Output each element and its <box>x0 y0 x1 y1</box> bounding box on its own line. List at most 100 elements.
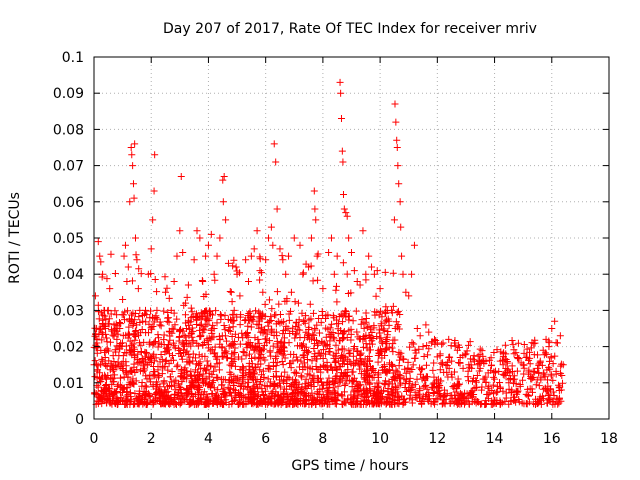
data-point <box>145 375 153 383</box>
data-point <box>374 358 382 366</box>
data-point <box>325 347 333 355</box>
data-point <box>259 288 267 296</box>
data-point <box>178 365 186 373</box>
data-point <box>515 396 523 404</box>
data-point <box>524 391 532 399</box>
data-point <box>483 391 491 399</box>
data-point <box>142 318 150 326</box>
data-point <box>338 400 346 408</box>
data-point <box>302 346 310 354</box>
data-point <box>296 326 304 334</box>
data-point <box>104 306 112 314</box>
data-point <box>496 379 504 387</box>
data-point <box>384 394 392 402</box>
data-point <box>150 187 158 195</box>
data-point <box>206 347 214 355</box>
data-point <box>156 321 164 329</box>
data-point <box>210 367 218 375</box>
data-point <box>101 325 109 332</box>
data-point <box>126 337 134 345</box>
data-point <box>244 322 252 330</box>
data-point <box>430 373 438 381</box>
data-point <box>314 276 322 284</box>
data-point <box>141 366 149 374</box>
data-point <box>182 333 190 341</box>
data-point <box>399 270 407 278</box>
data-point <box>171 321 179 329</box>
data-point <box>391 324 399 332</box>
data-point <box>559 379 567 387</box>
data-point <box>359 392 367 400</box>
data-point <box>163 284 171 292</box>
data-point <box>330 378 338 386</box>
data-point <box>121 241 129 249</box>
data-point <box>540 351 548 359</box>
data-point <box>309 277 317 285</box>
data-point <box>424 395 432 403</box>
data-point <box>162 356 170 364</box>
data-point <box>499 361 507 369</box>
data-point <box>276 245 284 253</box>
data-point <box>353 347 361 355</box>
data-point <box>441 400 449 408</box>
data-point <box>341 354 349 362</box>
data-point <box>502 372 510 380</box>
data-point <box>190 256 198 264</box>
data-point <box>167 306 175 314</box>
data-point <box>160 336 168 344</box>
data-point <box>314 395 322 403</box>
data-point <box>350 267 358 275</box>
y-tick-label: 0.08 <box>53 122 84 138</box>
data-point <box>267 317 275 325</box>
data-point <box>269 342 277 350</box>
data-point <box>164 341 172 349</box>
data-point <box>381 308 389 316</box>
data-point <box>325 248 333 256</box>
data-point <box>329 312 337 320</box>
data-point <box>229 385 237 393</box>
data-point <box>211 393 219 401</box>
data-point <box>158 370 166 378</box>
data-point <box>219 176 227 184</box>
data-point <box>239 348 247 356</box>
data-point <box>326 380 334 388</box>
data-point <box>270 140 278 148</box>
data-point <box>357 349 365 357</box>
data-point <box>150 350 158 358</box>
data-point <box>119 385 127 393</box>
data-point <box>333 298 341 306</box>
data-point <box>125 323 133 331</box>
data-point <box>301 319 309 327</box>
data-point <box>247 354 255 362</box>
data-point <box>513 387 521 395</box>
data-point <box>300 318 308 326</box>
data-point <box>237 311 245 319</box>
data-point <box>181 364 189 372</box>
data-point <box>115 362 123 370</box>
data-point <box>378 313 386 321</box>
data-point <box>250 369 258 377</box>
data-point <box>364 370 372 378</box>
data-point <box>388 306 396 314</box>
data-point <box>353 277 361 285</box>
data-point <box>406 374 414 382</box>
data-point <box>155 334 163 342</box>
data-point <box>308 365 316 373</box>
data-point <box>127 318 135 326</box>
data-point <box>135 313 143 321</box>
data-point <box>231 396 239 404</box>
data-point <box>176 328 184 336</box>
data-point <box>332 286 340 294</box>
data-point <box>311 205 319 213</box>
data-point <box>377 307 385 315</box>
data-point <box>343 212 351 220</box>
data-point <box>275 398 283 406</box>
data-point <box>385 391 393 399</box>
data-point <box>539 346 547 354</box>
data-point <box>142 348 150 356</box>
data-point <box>142 383 150 391</box>
y-tick-label: 0.09 <box>53 86 84 102</box>
data-point <box>256 366 264 374</box>
data-point <box>319 346 327 354</box>
data-point <box>464 341 472 349</box>
